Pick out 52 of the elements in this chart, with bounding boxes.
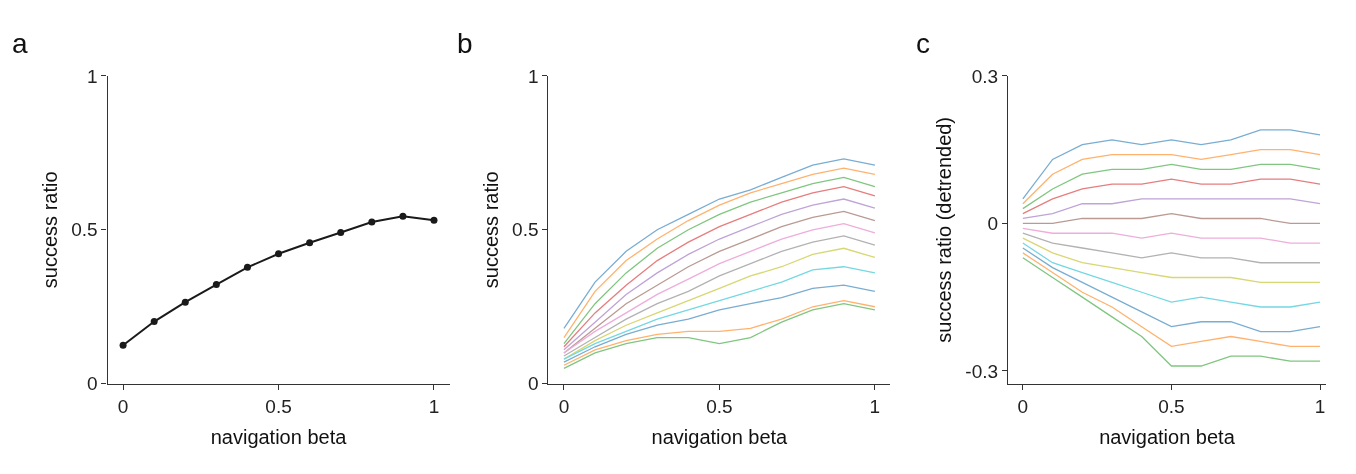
point (119, 341, 127, 349)
x-axis-title: navigation beta (651, 426, 789, 449)
line-series (1022, 129, 1321, 200)
x-tick-label: 1 (869, 395, 881, 417)
line-series (1022, 148, 1321, 205)
point (399, 212, 407, 220)
x-tick-label: 0.5 (1158, 395, 1185, 417)
chart-title: c (916, 28, 930, 59)
line-series (1022, 257, 1321, 367)
point (337, 229, 345, 237)
y-tick-label: 0.5 (512, 219, 539, 241)
point (275, 250, 283, 258)
point (243, 263, 251, 271)
x-axis-title: navigation beta (1099, 426, 1236, 449)
chart-title: b (457, 28, 473, 59)
point (212, 281, 220, 289)
y-tick-label: 0.5 (71, 219, 98, 241)
y-tick-label: 0.3 (971, 65, 999, 87)
line-series (563, 266, 876, 360)
point (181, 298, 189, 306)
point (368, 218, 376, 226)
line-series (1022, 227, 1321, 244)
x-tick-label: 1 (1314, 395, 1326, 417)
line-series (1022, 163, 1321, 210)
y-axis-title: success ratio (38, 171, 61, 289)
line-series (1022, 232, 1321, 264)
y-axis-title: success ratio (479, 171, 502, 289)
point (150, 318, 158, 326)
y-tick-label: 1 (527, 65, 539, 87)
y-tick-label: 0 (987, 213, 999, 235)
x-tick-label: 0.5 (265, 395, 292, 417)
x-axis-title: navigation beta (210, 426, 348, 449)
point (306, 239, 314, 247)
x-tick-label: 0 (117, 395, 129, 417)
line-series (1022, 242, 1321, 308)
chart-title: a (12, 28, 28, 59)
y-tick-label: 0 (527, 373, 539, 395)
line-series (1022, 237, 1321, 284)
y-tick-label: 0 (87, 373, 98, 395)
line-series (1022, 252, 1321, 347)
line-series (563, 284, 876, 363)
line-series (1022, 178, 1321, 215)
point (430, 216, 438, 224)
line-series (1022, 198, 1321, 220)
x-tick-label: 1 (428, 395, 440, 417)
y-tick-label: 1 (87, 65, 98, 87)
y-tick-label: -0.3 (965, 360, 999, 382)
x-tick-label: 0.5 (706, 395, 733, 417)
line-series (1022, 247, 1321, 333)
x-tick-label: 0 (558, 395, 570, 417)
y-axis-title: success ratio (detrended) (932, 116, 955, 343)
x-tick-label: 0 (1017, 395, 1029, 417)
